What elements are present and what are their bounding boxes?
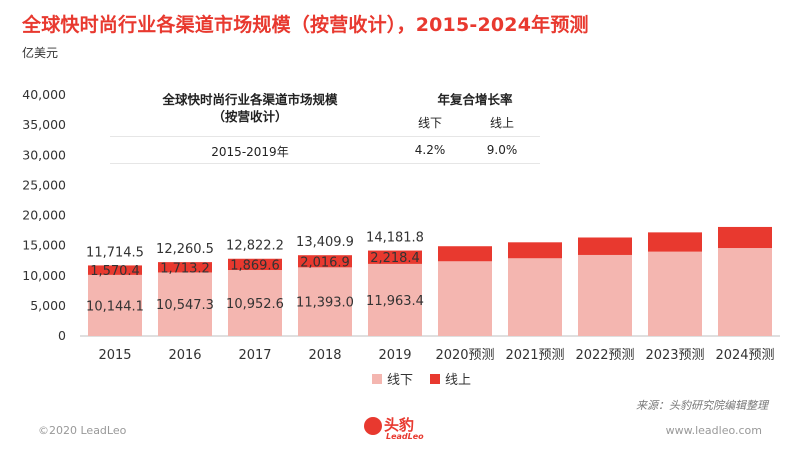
x-tick-label: 2015 (98, 348, 131, 363)
table-cagr-header: 年复合增长率 (437, 92, 513, 107)
bar-offline (578, 254, 632, 336)
y-tick-label: 40,000 (22, 87, 66, 102)
table-bottom-border (110, 163, 540, 164)
x-tick-label: 2019 (378, 348, 411, 363)
data-label-offline: 10,952.6 (226, 297, 284, 312)
y-tick-label: 0 (58, 328, 66, 343)
data-label-offline: 10,144.1 (86, 299, 144, 314)
legend-label-online: 线上 (445, 373, 471, 388)
data-label-total: 12,822.2 (226, 239, 284, 254)
data-label-offline: 10,547.3 (156, 298, 214, 313)
page-title: 全球快时尚行业各渠道市场规模（按营收计），2015-2024年预测 (22, 14, 589, 36)
bar-offline (438, 261, 492, 336)
table-offline-cagr: 4.2% (414, 143, 446, 157)
data-label-online: 1,869.6 (230, 258, 280, 273)
data-label-online: 1,713.2 (160, 261, 210, 276)
bar-online (228, 258, 282, 271)
bar-online (718, 226, 772, 249)
x-tick-label: 2016 (168, 348, 201, 363)
bar-offline (228, 270, 282, 336)
bar-online (298, 255, 352, 268)
legend-label-offline: 线下 (387, 373, 413, 388)
source-note: 来源：头豹研究院编辑整理 (636, 399, 768, 412)
bar-offline (88, 274, 142, 336)
y-tick-label: 35,000 (22, 117, 66, 132)
table-sub-online: 线上 (489, 116, 514, 130)
x-tick-label: 2024预测 (715, 348, 774, 363)
legend-swatch-online (430, 374, 440, 384)
y-tick-label: 20,000 (22, 208, 66, 223)
table-divider (110, 136, 540, 137)
bar-offline (648, 251, 702, 336)
x-tick-label: 2020预测 (435, 348, 494, 363)
copyright: ©2020 LeadLeo (38, 424, 127, 437)
bar-online (508, 242, 562, 259)
data-label-total: 12,260.5 (156, 242, 214, 257)
data-label-total: 13,409.9 (296, 235, 354, 250)
y-tick-label: 15,000 (22, 238, 66, 253)
x-tick-label: 2017 (238, 348, 271, 363)
data-label-offline: 11,963.4 (366, 294, 424, 309)
leopard-logo-icon (364, 417, 382, 435)
data-label-online: 1,570.4 (90, 264, 140, 279)
bar-offline (368, 263, 422, 336)
data-label-online: 2,218.4 (370, 251, 420, 266)
bar-offline (718, 248, 772, 336)
legend-swatch-offline (372, 374, 382, 384)
table-title-line1: 全球快时尚行业各渠道市场规模 (162, 92, 338, 107)
bar-offline (158, 272, 212, 336)
x-tick-label: 2021预测 (505, 348, 564, 363)
bar-offline (298, 267, 352, 336)
website-url[interactable]: www.leadleo.com (665, 424, 762, 437)
logo-subtext: LeadLeo (386, 432, 424, 441)
data-label-offline: 11,393.0 (296, 296, 354, 311)
y-tick-label: 10,000 (22, 268, 66, 283)
bar-offline (508, 258, 562, 336)
bar-online (158, 262, 212, 273)
bar-online (368, 250, 422, 264)
table-sub-offline: 线下 (417, 116, 442, 130)
y-axis-unit: 亿美元 (22, 46, 59, 60)
y-tick-label: 30,000 (22, 147, 66, 162)
bar-online (88, 265, 142, 275)
table-row-label: 2015-2019年 (211, 145, 289, 159)
y-tick-label: 25,000 (22, 177, 66, 192)
bar-online (648, 232, 702, 252)
x-tick-label: 2023预测 (645, 348, 704, 363)
data-label-total: 14,181.8 (366, 231, 424, 246)
y-tick-label: 5,000 (30, 298, 66, 313)
bar-online (578, 237, 632, 255)
table-title-line2: （按营收计） (212, 109, 288, 124)
x-tick-label: 2022预测 (575, 348, 634, 363)
bar-online (438, 246, 492, 262)
data-label-online: 2,016.9 (300, 255, 350, 270)
table-online-cagr: 9.0% (486, 143, 518, 157)
x-tick-label: 2018 (308, 348, 341, 363)
logo-text: 头豹 (384, 416, 415, 434)
data-label-total: 11,714.5 (86, 245, 144, 260)
